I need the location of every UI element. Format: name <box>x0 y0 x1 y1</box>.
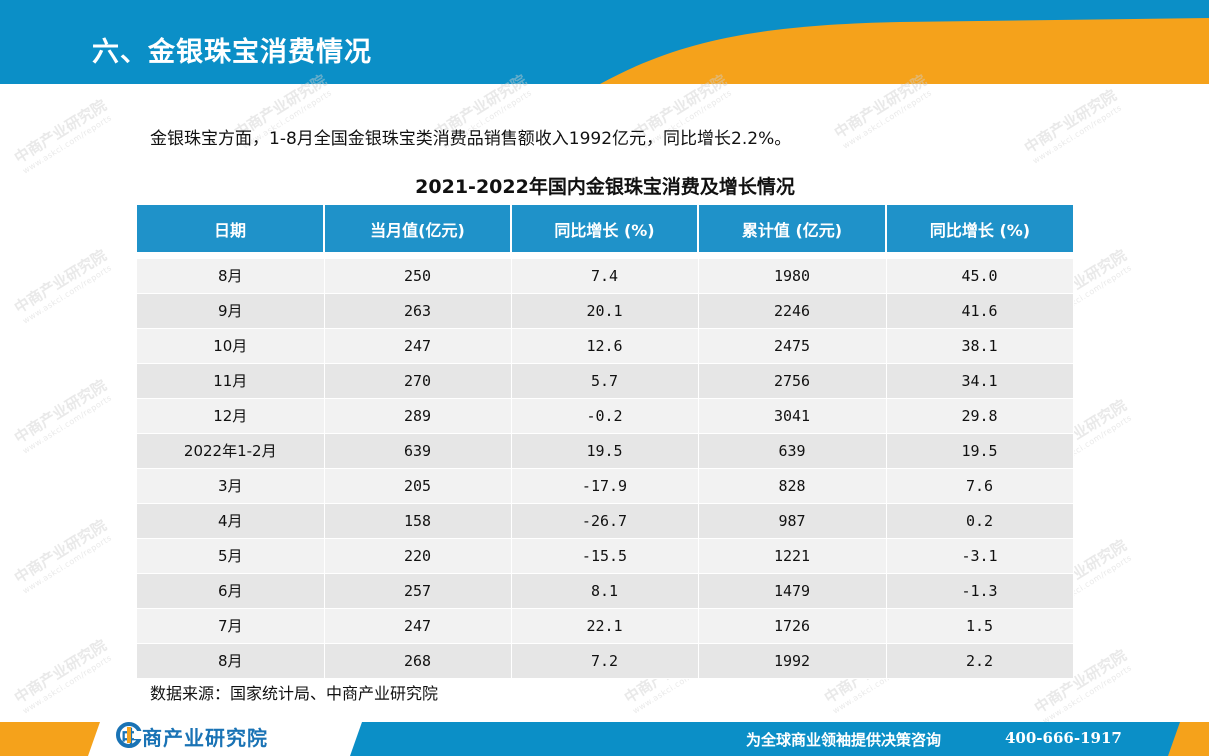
cell-cumulative-growth: 19.5 <box>886 433 1074 469</box>
cell-cumulative-value: 2475 <box>698 328 887 364</box>
footer-background <box>0 722 1209 756</box>
cell-cumulative-value: 1479 <box>698 573 887 609</box>
cell-date: 8月 <box>137 643 325 679</box>
header-banner: 六、金银珠宝消费情况 <box>0 0 1209 84</box>
cell-cumulative-growth: 2.2 <box>886 643 1074 679</box>
cell-monthly-growth: 7.4 <box>511 258 699 294</box>
table-spacer <box>137 252 1074 259</box>
table-row: 8月 250 7.4 1980 45.0 <box>137 258 1074 294</box>
cell-cumulative-value: 1980 <box>698 258 887 294</box>
cell-cumulative-value: 828 <box>698 468 887 504</box>
cell-monthly-value: 247 <box>324 608 512 644</box>
cell-monthly-growth: -15.5 <box>511 538 699 574</box>
cell-monthly-value: 257 <box>324 573 512 609</box>
table-row: 7月 247 22.1 1726 1.5 <box>137 608 1074 644</box>
cell-cumulative-value: 1726 <box>698 608 887 644</box>
cell-date: 9月 <box>137 293 325 329</box>
cell-cumulative-growth: 29.8 <box>886 398 1074 434</box>
cell-cumulative-growth: 38.1 <box>886 328 1074 364</box>
cell-cumulative-growth: 45.0 <box>886 258 1074 294</box>
cell-monthly-growth: -17.9 <box>511 468 699 504</box>
cell-date: 5月 <box>137 538 325 574</box>
cell-cumulative-value: 1221 <box>698 538 887 574</box>
col-header-monthly-growth: 同比增长 (%) <box>511 205 699 252</box>
cell-cumulative-growth: 0.2 <box>886 503 1074 539</box>
footer-bar: 中商产业研究院 为全球商业领袖提供决策咨询 400-666-1917 <box>0 718 1209 756</box>
cell-cumulative-growth: -3.1 <box>886 538 1074 574</box>
cell-monthly-growth: 7.2 <box>511 643 699 679</box>
cell-monthly-growth: 5.7 <box>511 363 699 399</box>
footer-slogan: 为全球商业领袖提供决策咨询 <box>746 731 942 749</box>
cell-cumulative-value: 2246 <box>698 293 887 329</box>
col-header-date: 日期 <box>137 205 325 252</box>
table-header-row: 日期 当月值(亿元) 同比增长 (%) 累计值 (亿元) 同比增长 (%) <box>137 205 1073 252</box>
cell-cumulative-value: 1992 <box>698 643 887 679</box>
col-header-monthly-value: 当月值(亿元) <box>324 205 512 252</box>
cell-cumulative-value: 987 <box>698 503 887 539</box>
table-row: 12月 289 -0.2 3041 29.8 <box>137 398 1074 434</box>
cell-date: 3月 <box>137 468 325 504</box>
cell-monthly-value: 250 <box>324 258 512 294</box>
table-row: 8月 268 7.2 1992 2.2 <box>137 643 1074 679</box>
table-row: 10月 247 12.6 2475 38.1 <box>137 328 1074 364</box>
cell-date: 4月 <box>137 503 325 539</box>
intro-text: 金银珠宝方面，1-8月全国金银珠宝类消费品销售额收入1992亿元，同比增长2.2… <box>150 129 792 149</box>
table-row: 6月 257 8.1 1479 -1.3 <box>137 573 1074 609</box>
cell-monthly-value: 247 <box>324 328 512 364</box>
table-row: 2022年1-2月 639 19.5 639 19.5 <box>137 433 1074 469</box>
table-row: 5月 220 -15.5 1221 -3.1 <box>137 538 1074 574</box>
cell-monthly-growth: 19.5 <box>511 433 699 469</box>
cell-monthly-growth: -26.7 <box>511 503 699 539</box>
cell-date: 10月 <box>137 328 325 364</box>
cell-cumulative-value: 3041 <box>698 398 887 434</box>
cell-monthly-growth: 8.1 <box>511 573 699 609</box>
cell-monthly-value: 289 <box>324 398 512 434</box>
cell-cumulative-growth: 34.1 <box>886 363 1074 399</box>
footer-phone: 400-666-1917 <box>1005 729 1122 747</box>
cell-date: 12月 <box>137 398 325 434</box>
cell-monthly-value: 270 <box>324 363 512 399</box>
consumption-table: 日期 当月值(亿元) 同比增长 (%) 累计值 (亿元) 同比增长 (%) 8月… <box>137 205 1074 679</box>
logo-mark-icon <box>116 722 142 748</box>
cell-date: 6月 <box>137 573 325 609</box>
col-header-cumulative-value: 累计值 (亿元) <box>698 205 887 252</box>
cell-cumulative-value: 639 <box>698 433 887 469</box>
cell-cumulative-growth: 1.5 <box>886 608 1074 644</box>
cell-monthly-value: 205 <box>324 468 512 504</box>
cell-monthly-growth: -0.2 <box>511 398 699 434</box>
cell-monthly-growth: 12.6 <box>511 328 699 364</box>
cell-date: 8月 <box>137 258 325 294</box>
table-row: 4月 158 -26.7 987 0.2 <box>137 503 1074 539</box>
table-title: 2021-2022年国内金银珠宝消费及增长情况 <box>415 176 795 198</box>
cell-monthly-value: 220 <box>324 538 512 574</box>
cell-monthly-growth: 22.1 <box>511 608 699 644</box>
cell-date: 2022年1-2月 <box>137 433 325 469</box>
cell-cumulative-value: 2756 <box>698 363 887 399</box>
col-header-cumulative-growth: 同比增长 (%) <box>886 205 1073 252</box>
cell-date: 7月 <box>137 608 325 644</box>
cell-monthly-value: 263 <box>324 293 512 329</box>
cell-cumulative-growth: 41.6 <box>886 293 1074 329</box>
table-row: 3月 205 -17.9 828 7.6 <box>137 468 1074 504</box>
cell-monthly-value: 639 <box>324 433 512 469</box>
cell-cumulative-growth: 7.6 <box>886 468 1074 504</box>
page-title: 六、金银珠宝消费情况 <box>92 37 372 68</box>
cell-cumulative-growth: -1.3 <box>886 573 1074 609</box>
cell-monthly-growth: 20.1 <box>511 293 699 329</box>
company-logo: 中商产业研究院 <box>116 722 268 751</box>
cell-date: 11月 <box>137 363 325 399</box>
cell-monthly-value: 158 <box>324 503 512 539</box>
logo-text: 中商产业研究院 <box>121 726 268 750</box>
cell-monthly-value: 268 <box>324 643 512 679</box>
header-background <box>0 0 1209 84</box>
table-row: 11月 270 5.7 2756 34.1 <box>137 363 1074 399</box>
table-row: 9月 263 20.1 2246 41.6 <box>137 293 1074 329</box>
data-source: 数据来源：国家统计局、中商产业研究院 <box>150 684 439 703</box>
